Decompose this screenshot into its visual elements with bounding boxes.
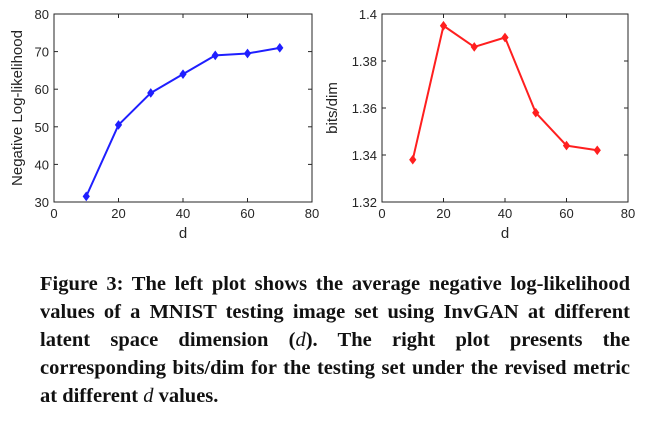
y-axis-label: bits/dim: [324, 82, 341, 134]
y-tick-label: 1.38: [352, 54, 377, 69]
x-tick-label: 0: [50, 206, 57, 221]
y-tick-label: 40: [35, 157, 49, 172]
caption-variable-d-2: d: [143, 385, 154, 407]
y-tick-label: 70: [35, 45, 49, 60]
x-tick-label: 40: [176, 206, 190, 221]
series-line: [411, 24, 598, 160]
y-tick-label: 1.36: [352, 101, 377, 116]
x-tick-label: 80: [305, 206, 319, 221]
x-tick-label: 20: [111, 206, 125, 221]
data-point-marker: [82, 191, 90, 202]
caption-lead: Figure 3: The left plot shows the averag…: [40, 273, 630, 351]
data-point-marker: [211, 50, 219, 61]
x-tick-label: 40: [498, 206, 512, 221]
y-tick-label: 30: [35, 195, 49, 210]
x-tick-label: 60: [559, 206, 573, 221]
data-point-marker: [593, 145, 601, 156]
x-tick-label: 20: [436, 206, 450, 221]
plot-frame: [53, 13, 313, 203]
y-axis-label: Negative Log-likelihood: [9, 30, 26, 186]
caption-variable-d: d: [295, 329, 306, 351]
y-tick-label: 1.4: [359, 7, 377, 22]
y-tick-label: 1.32: [352, 195, 377, 210]
data-point-marker: [532, 107, 540, 118]
data-point-marker: [501, 32, 509, 43]
right-plot: 0 20 40 60 80 1.32 1.34 1.36 1.38 1.4 d bits/dim: [324, 7, 635, 242]
y-tick-label: 50: [35, 120, 49, 135]
data-point-marker: [179, 69, 187, 79]
data-point-marker: [439, 20, 448, 31]
y-tick-label: 1.34: [352, 148, 377, 163]
caption-tail: values.: [153, 385, 219, 407]
x-axis-label: d: [501, 225, 509, 242]
y-tick-label: 60: [35, 82, 49, 97]
y-tick-label: 80: [35, 7, 49, 22]
data-point-marker: [470, 42, 478, 52]
x-tick-label: 60: [240, 206, 254, 221]
data-point-marker: [147, 88, 155, 98]
data-point-marker: [114, 120, 123, 130]
figure-caption: Figure 3: The left plot shows the averag…: [40, 270, 630, 410]
data-point-marker: [562, 140, 571, 151]
caption-middle: ). The right plot presents the correspon…: [40, 329, 630, 407]
x-tick-label: 0: [378, 206, 385, 221]
x-tick-label: 80: [621, 206, 635, 221]
data-point-marker: [409, 154, 417, 165]
x-axis-label: d: [179, 225, 187, 242]
left-plot: 0 20 40 60 80 30 40 50 60 70 80 d Negative Log-likel…: [9, 7, 319, 242]
data-point-marker: [276, 43, 284, 53]
data-point-marker: [243, 48, 252, 59]
